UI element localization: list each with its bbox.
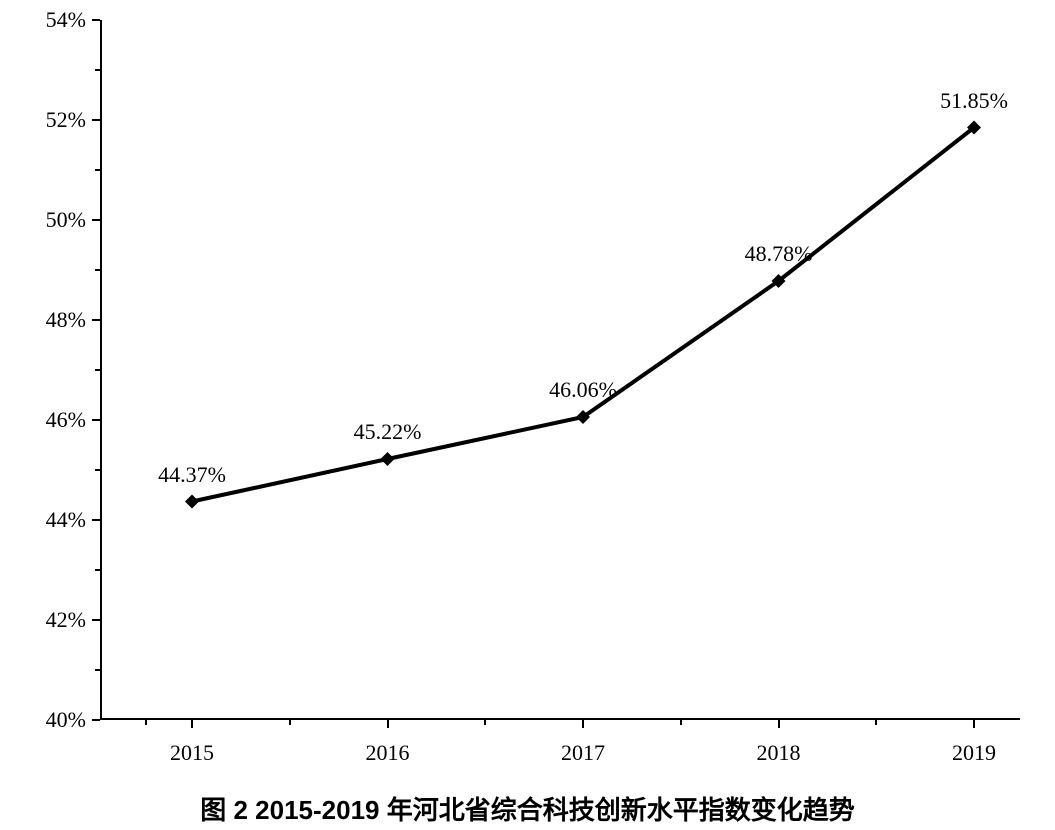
y-tick	[92, 419, 100, 421]
y-tick-label: 40%	[46, 707, 86, 733]
y-tick-label: 50%	[46, 207, 86, 233]
y-tick-label: 42%	[46, 607, 86, 633]
y-tick-label: 46%	[46, 407, 86, 433]
data-label: 48.78%	[745, 241, 813, 267]
y-tick	[92, 119, 100, 121]
data-marker	[185, 495, 199, 509]
x-minor-tick	[145, 720, 147, 725]
x-tick-label: 2016	[366, 740, 410, 766]
data-label: 45.22%	[354, 419, 422, 445]
y-tick-label: 48%	[46, 307, 86, 333]
x-minor-tick	[875, 720, 877, 725]
y-tick	[92, 719, 100, 721]
y-tick	[92, 219, 100, 221]
x-tick	[582, 720, 584, 728]
x-minor-tick	[680, 720, 682, 725]
y-tick	[92, 519, 100, 521]
data-label: 44.37%	[158, 462, 226, 488]
x-tick-label: 2018	[757, 740, 801, 766]
y-tick	[92, 319, 100, 321]
y-tick	[92, 619, 100, 621]
plot-area: 40%42%44%46%48%50%52%54%2015201620172018…	[100, 20, 1020, 720]
chart-caption: 图 2 2015-2019 年河北省综合科技创新水平指数变化趋势	[0, 790, 1055, 827]
data-marker	[381, 452, 395, 466]
y-tick-label: 52%	[46, 107, 86, 133]
y-tick-label: 54%	[46, 7, 86, 33]
line-chart: 40% 42% 44% 46% 48% 50% 52% 54% 2015 2016 2017 2018…	[0, 0, 1055, 830]
x-tick-label: 2019	[952, 740, 996, 766]
x-tick	[778, 720, 780, 728]
x-minor-tick	[484, 720, 486, 725]
x-tick	[973, 720, 975, 728]
data-label: 51.85%	[940, 88, 1008, 114]
x-tick-label: 2017	[561, 740, 605, 766]
x-minor-tick	[289, 720, 291, 725]
y-tick	[92, 19, 100, 21]
series-line	[100, 20, 1020, 720]
x-tick-label: 2015	[170, 740, 214, 766]
y-tick-label: 44%	[46, 507, 86, 533]
x-tick	[191, 720, 193, 728]
x-tick	[387, 720, 389, 728]
data-label: 46.06%	[549, 377, 617, 403]
